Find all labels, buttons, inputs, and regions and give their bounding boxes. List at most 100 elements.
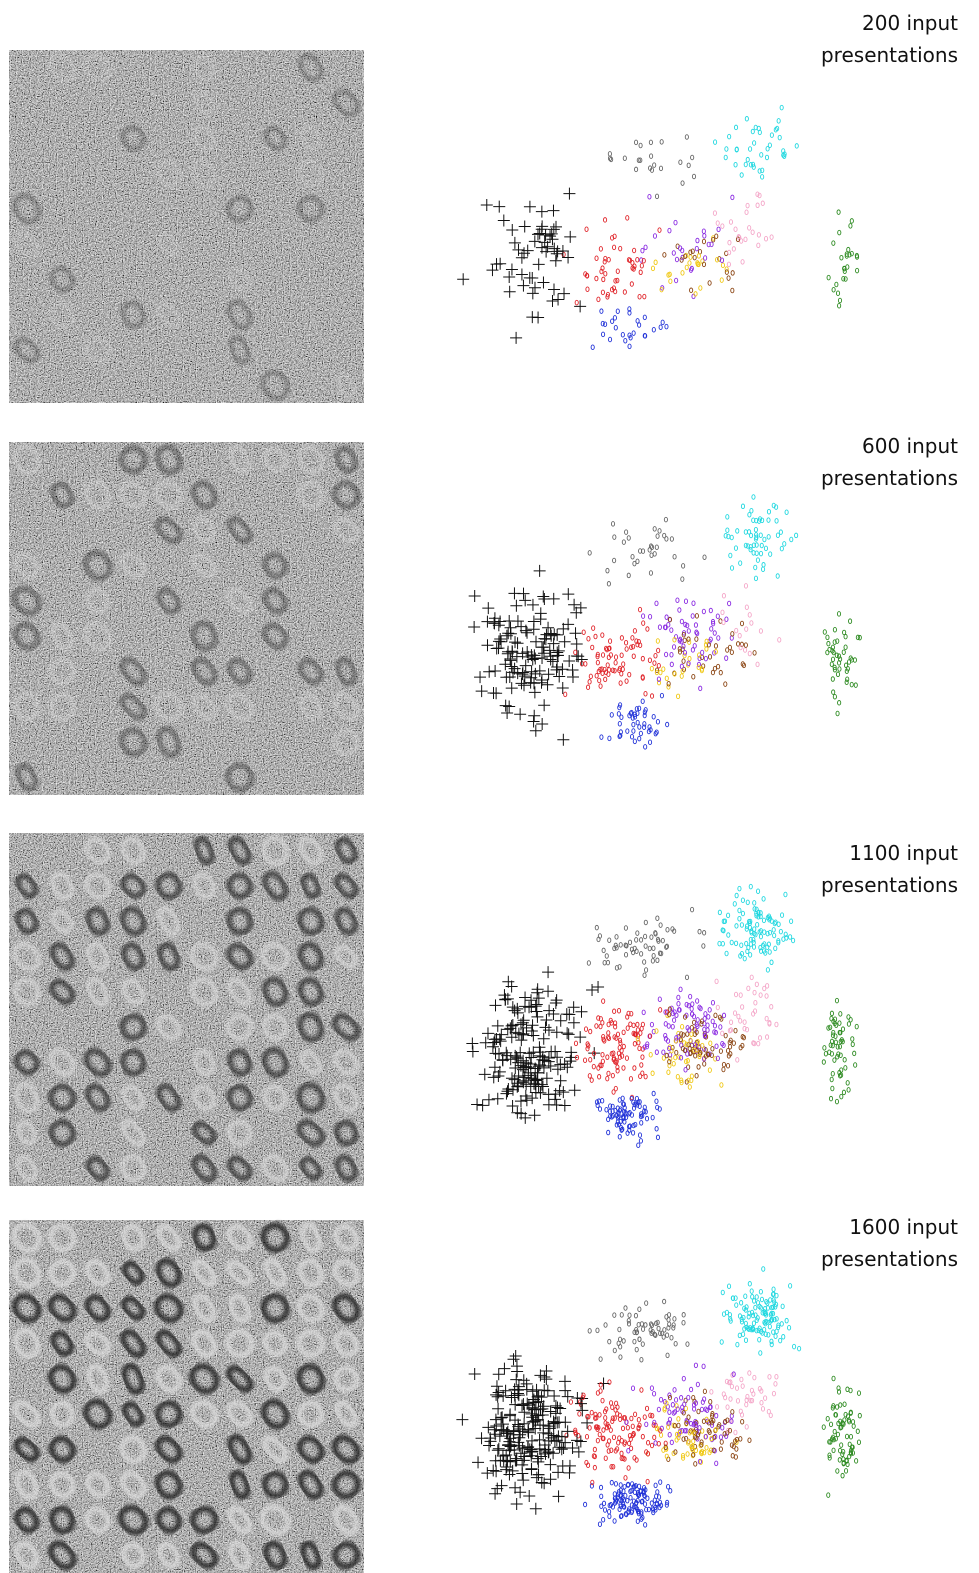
noise-background [9, 1220, 364, 1573]
cross-marker [519, 221, 531, 233]
digit-marker [613, 558, 616, 563]
digit-marker [765, 1016, 768, 1021]
digit-marker [747, 986, 750, 991]
digit-marker [597, 297, 600, 302]
digit-marker [716, 1005, 719, 1010]
digit-marker [589, 1057, 592, 1062]
cross-marker [567, 664, 579, 676]
digit-marker [599, 1389, 602, 1394]
digit-marker [854, 683, 857, 688]
digit-marker [634, 1313, 637, 1318]
digit-marker [601, 1398, 604, 1403]
digit-marker [585, 227, 588, 232]
digit-marker [762, 1267, 765, 1272]
digit-marker [601, 1052, 604, 1057]
digit-marker [681, 1024, 684, 1029]
digit-marker [752, 495, 755, 500]
cross-marker [508, 1353, 520, 1365]
digit-marker [721, 1290, 724, 1295]
digit-marker [726, 1063, 729, 1068]
digit-marker [855, 1459, 858, 1464]
digit-marker [706, 1023, 709, 1028]
digit-marker [681, 577, 684, 582]
digit-marker [599, 1357, 602, 1362]
digit-marker [659, 1433, 662, 1438]
digit-marker [607, 668, 610, 673]
digit-marker [699, 686, 702, 691]
digit-marker [745, 941, 748, 946]
digit-marker [744, 1338, 747, 1343]
digit-marker [661, 320, 664, 325]
digit-marker [667, 1070, 670, 1075]
digit-marker [603, 218, 606, 223]
digit-marker [643, 315, 646, 320]
cross-marker [544, 1459, 556, 1471]
digit-marker [639, 270, 642, 275]
digit-marker [740, 1301, 743, 1306]
digit-marker [780, 1322, 783, 1327]
digit-marker [738, 633, 741, 638]
digit-marker [686, 1342, 689, 1347]
cross-marker [559, 1375, 571, 1387]
digit-marker [587, 961, 590, 966]
digit-marker [762, 562, 765, 567]
digit-marker [629, 1077, 632, 1082]
digit-marker [845, 1434, 848, 1439]
digit-marker [688, 1085, 691, 1090]
cross-marker [474, 671, 486, 683]
cross-marker [490, 687, 502, 699]
digit-marker [740, 1377, 743, 1382]
digit-marker [606, 1055, 609, 1060]
digit-marker [756, 662, 759, 667]
digit-marker [641, 1327, 644, 1332]
figure: 200 inputpresentations600 inputpresentat… [0, 0, 979, 1573]
digit-marker [622, 540, 625, 545]
digit-marker [775, 1317, 778, 1322]
digit-marker [740, 923, 743, 928]
digit-marker [780, 913, 783, 918]
digit-marker [769, 1298, 772, 1303]
digit-marker [601, 1098, 604, 1103]
digit-marker [772, 1391, 775, 1396]
digit-marker [614, 325, 617, 330]
digit-marker [730, 940, 733, 945]
cross-marker [529, 282, 541, 294]
digit-marker [731, 271, 734, 276]
digit-marker [759, 551, 762, 556]
digit-marker [625, 647, 628, 652]
digit-marker [770, 1004, 773, 1009]
digit-marker [606, 568, 609, 573]
digit-marker [847, 247, 850, 252]
digit-marker [638, 1484, 641, 1489]
cross-marker [545, 630, 557, 642]
digit-marker [668, 1432, 671, 1437]
digit-marker [671, 1403, 674, 1408]
cross-marker [557, 245, 569, 257]
digit-marker [835, 282, 838, 287]
digit-marker [838, 1021, 841, 1026]
digit-marker [692, 174, 695, 179]
digit-marker [853, 1051, 856, 1056]
digit-marker [695, 1073, 698, 1078]
digit-marker [604, 271, 607, 276]
cross-marker [592, 981, 604, 993]
digit-marker [586, 1046, 589, 1051]
digit-marker [669, 1488, 672, 1493]
digit-marker [628, 940, 631, 945]
cross-marker [506, 682, 518, 694]
digit-marker [832, 690, 835, 695]
digit-marker [769, 552, 772, 557]
cross-marker [543, 1099, 555, 1111]
digit-marker [730, 535, 733, 540]
digit-marker [761, 1407, 764, 1412]
digit-marker [621, 1426, 624, 1431]
panel-label: presentations [821, 466, 958, 490]
digit-marker [680, 674, 683, 679]
cross-marker [531, 987, 543, 999]
digit-marker [620, 1313, 623, 1318]
digit-marker [596, 1438, 599, 1443]
cross-marker [516, 1399, 528, 1411]
digit-marker [685, 265, 688, 270]
digit-marker [729, 1020, 732, 1025]
digit-marker [759, 993, 762, 998]
